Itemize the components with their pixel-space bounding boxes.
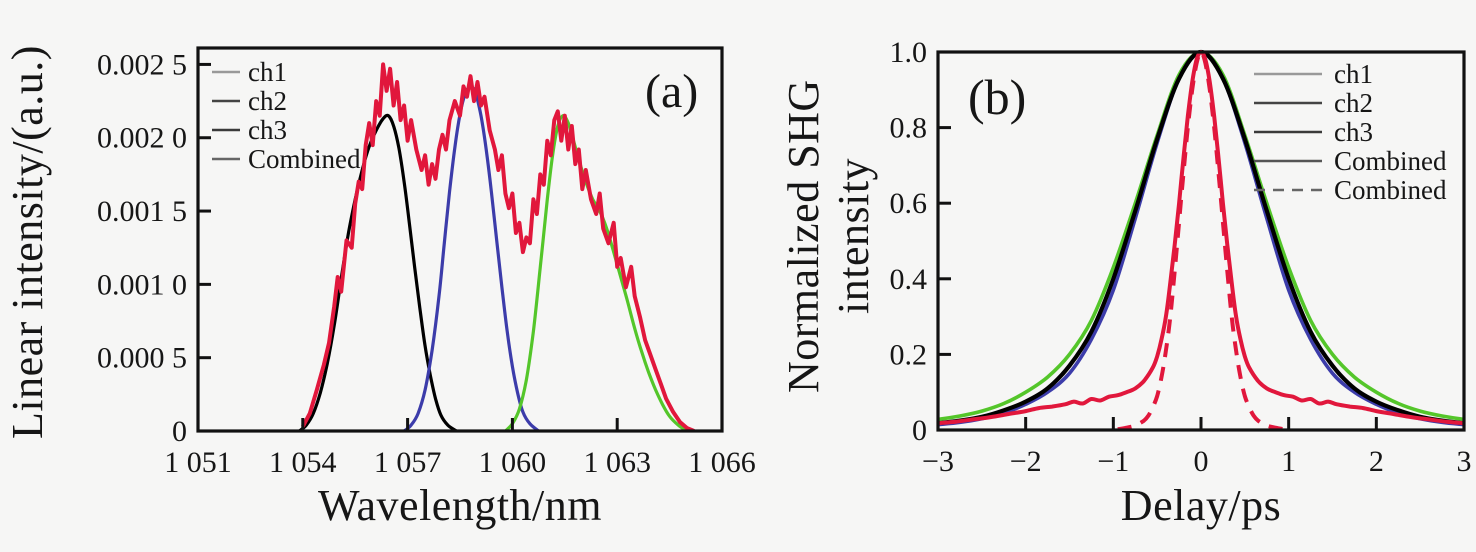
y-tick-label: 0.002 5 [97,48,187,81]
y-tick-label: 0 [172,415,187,448]
x-axis-title-delay: Delay/ps [1120,481,1282,530]
y-tick-label: 0.001 5 [97,195,187,228]
y-tick-label: 0.6 [890,187,928,220]
y-tick-label: 0.8 [890,112,928,145]
x-axis-title-wavelength: Wavelength/nm [318,481,602,530]
series-combined-line [301,62,695,431]
x-tick-label: 1 057 [374,446,442,479]
x-tick-label: −2 [1010,445,1042,478]
plot-frame [196,46,724,433]
y-tick-label: 0.000 5 [97,342,187,375]
x-tick-label: −1 [1097,445,1129,478]
y-tick-label: 0.001 0 [97,268,187,301]
y-tick-label: 1.0 [890,36,928,69]
x-tick-label: 2 [1369,445,1384,478]
chart-b: −3 −2 −1 0 1 2 300.20.40.60.81.0ch1ch2ch3Combi… [890,36,1472,478]
legend-label-ch2: ch2 [248,86,287,116]
y-axis-title-shg-line1: Normalized SHG [779,79,828,393]
panel-label-b: (b) [968,69,1027,125]
legend-label-combined: Combined [1334,175,1447,205]
x-tick-label: 3 [1457,445,1472,478]
legend-label-ch3: ch3 [1334,117,1373,147]
x-tick-label: 0 [1194,445,1209,478]
series-combined-calculated-line [1117,50,1285,430]
legend-label-ch2: ch2 [1334,88,1373,118]
x-tick-label: 1 060 [479,446,547,479]
series-ch2-line [403,84,540,431]
x-tick-label: 1 063 [583,446,651,479]
x-tick-label: 1 066 [688,446,756,479]
series-group [298,62,695,431]
legend-label-ch1: ch1 [1334,59,1373,89]
y-tick-label: 0.2 [890,338,928,371]
legend-label-ch3: ch3 [248,115,287,145]
legend-label-ch1: ch1 [248,57,287,87]
y-tick-label: 0 [912,414,927,447]
y-axis-title-linear-intensity: Linear intensity/(a.u.) [3,45,52,439]
y-tick-label: 0.4 [890,263,928,296]
legend-label-combined: Combined [1334,146,1447,176]
legend-label-combined: Combined [248,144,361,174]
x-tick-label: 1 [1281,445,1296,478]
x-tick-label: −3 [922,445,954,478]
panel-label-a: (a) [645,65,699,118]
x-tick-label: 1 051 [164,446,232,479]
chart-a: 1 051 1 054 1 057 1 060 1 063 1 066 0 0.000 5 0.… [97,46,756,479]
y-tick-label: 0.002 0 [97,122,187,155]
x-tick-label: 1 054 [269,446,337,479]
y-axis-title-shg-line2: intensity [829,157,878,315]
